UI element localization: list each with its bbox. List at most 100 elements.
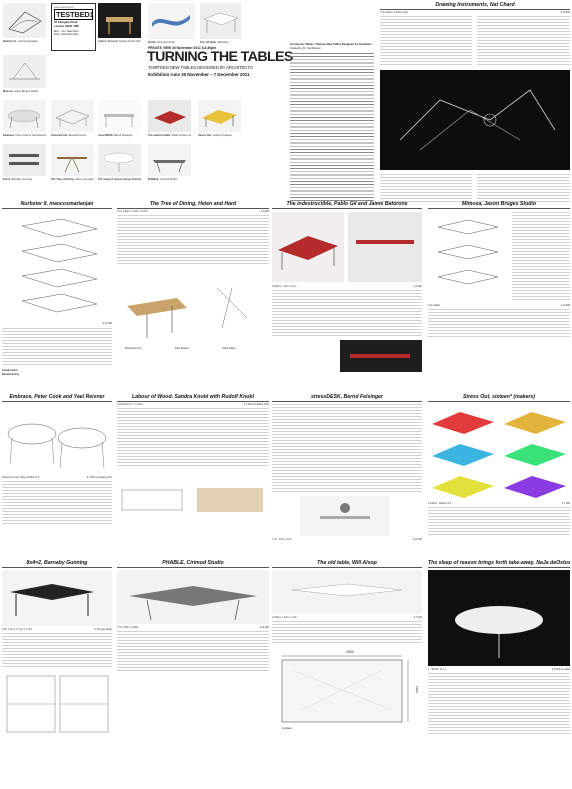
labour-text	[117, 408, 269, 466]
indestructible-title: The indestructible, Pablo Gil and Jaime …	[286, 201, 408, 207]
exhibition-dates: Exhibition runs 30 November – 7 December…	[148, 72, 250, 77]
old-table-dim-height: 1000	[415, 686, 419, 693]
phable-meta: 1 Nr: 1.60m x 0.96m	[117, 626, 139, 629]
section-rule	[272, 208, 422, 209]
embrace-line-drawing-icon	[7, 423, 107, 469]
tree-of-dining-title: The Tree of Dining, Helen and Hard	[149, 201, 237, 207]
section-rule	[2, 567, 112, 568]
nurbster-text	[2, 328, 112, 366]
section-rule	[428, 208, 570, 209]
mimosa-diagram	[428, 212, 508, 302]
barnaby-price: £ 720 (per table)	[94, 628, 112, 631]
nurbster-maker: Manufacturing:	[2, 373, 20, 376]
thumb-caption: Stress Out, sixteen*(makers)	[198, 134, 233, 137]
labour-price: £ 7,000 (excluding VAT)	[243, 403, 269, 406]
thumb-flutter	[148, 3, 195, 39]
take-away-table-photo-icon	[455, 606, 543, 658]
thumb-caption: Stressed Out, Bernard Ferrari	[51, 134, 87, 137]
stressdesk-meta: 1 Nr · 1.8m x 0.9m	[272, 538, 292, 541]
mimosa-exploded-diagram-icon	[437, 219, 499, 285]
sleep-of-reason-title: The sleep of reason brings forth take-aw…	[428, 560, 570, 566]
thumb-caption: stressDESK, Bernd Felsinger	[98, 134, 133, 137]
testbed-hours-2: Wed - Sat 10am-9pm	[54, 33, 79, 36]
old-table-plan	[272, 648, 422, 736]
thumb-caption: The Tree of Dining, Helen and Hard	[51, 178, 94, 181]
indestructible-photo-2	[348, 212, 422, 282]
stressdesk-price: £ 14,000	[412, 538, 422, 541]
section-rule	[428, 401, 570, 402]
drawing-meta: 1 Nr edition (1 Artist Copy)	[380, 11, 409, 14]
thumb-caption: Labour of wood, Sandra Knobl with Rudolf…	[98, 40, 141, 43]
intro-text-title: Turning the Tables: Thirteen New Tables …	[290, 43, 372, 46]
section-rule	[2, 208, 112, 209]
nurbster-sketch-icon	[8, 11, 42, 34]
drawing-text-left	[380, 16, 472, 66]
thumb-labour-of-wood	[98, 3, 141, 38]
thumb-caption: The indestructible, Pablo Gil and Jaime …	[148, 134, 191, 137]
section-rule	[117, 208, 269, 209]
labour-photos	[117, 470, 269, 530]
thumb-indestructible	[148, 100, 191, 132]
nurbster-price: £ 12,000	[102, 322, 112, 325]
stressdesk-title: stressDESK, Bernd Felsinger	[310, 394, 384, 400]
embrace-text	[2, 481, 112, 525]
thumb-sleep-of-reason	[98, 144, 141, 176]
exhibition-title: TURNING THE TABLES	[147, 49, 293, 65]
white-round-table-icon	[103, 152, 135, 172]
section-rule	[2, 401, 112, 402]
testbed-hours-1: Mon - Tue 10am-6pm	[54, 29, 79, 33]
indestructible-text	[272, 290, 422, 338]
private-view: PRIVATE VIEW 30 November 2011 6-9.30pm	[148, 46, 217, 50]
labour-meta: 1 Nr 60x43 cm · H 72cm	[117, 403, 143, 406]
stressdesk-text	[272, 404, 422, 494]
nurbster-sketch-sequence-icon	[21, 218, 98, 313]
old-table-plan-drawing-icon	[281, 655, 409, 723]
old-table-title: The old table, Will Alsop	[317, 560, 377, 566]
nurbster-title: Nurbster II, mancosmarianjan	[20, 201, 94, 207]
tree-price: £ 8,400	[261, 210, 269, 213]
stress-out-renders	[428, 404, 570, 500]
sleep-text	[428, 673, 570, 735]
testbed-address-1: 33 Parkgate Road	[54, 20, 78, 25]
thumb-mimosa	[3, 55, 46, 88]
tree-text	[117, 215, 269, 265]
barnaby-photo	[2, 570, 112, 626]
drawing-instrument-photo	[380, 70, 570, 170]
barnaby-text	[2, 633, 112, 669]
old-table-photo	[272, 570, 422, 614]
indestructible-photo-3	[340, 340, 422, 372]
intro-curator: Curated by Dr. Yael Reisner	[290, 47, 321, 50]
tree-label-1: Manufacturing	[125, 347, 142, 350]
thumb-tree-of-dining	[51, 144, 94, 176]
mimosa-legend	[512, 212, 570, 302]
section-rule	[428, 567, 570, 568]
old-table-text	[272, 621, 422, 645]
intro-text-block	[290, 53, 374, 203]
embrace-title: Embrace, Peter Cook and Yael Reisner	[9, 394, 105, 400]
nurbster-sketches	[2, 211, 112, 321]
indestructible-photo-1	[272, 212, 344, 282]
thumb-caption: The sleep of reason brings forth take-aw…	[98, 178, 141, 181]
wood-table-photo-icon	[106, 17, 133, 34]
desk-photo-icon	[104, 114, 134, 127]
thumb-stressed-out	[51, 100, 94, 132]
yellow-table-icon	[202, 110, 237, 127]
thumb-old-table	[200, 3, 241, 39]
old-table-dim-width: 2000	[346, 650, 354, 654]
stressdesk-photo	[300, 496, 390, 536]
child-at-desk-photo-icon	[320, 503, 370, 519]
tree-table-icon	[57, 157, 87, 173]
embrace-table-render-icon	[7, 109, 41, 129]
tree-sketch-icon	[127, 287, 248, 338]
thumb-phable	[148, 144, 191, 176]
exhibition-subtitle: THIRTEEN NEW TABLES DESIGNED BY ARCHITEC…	[148, 65, 253, 70]
red-table-icon	[154, 111, 186, 124]
stacked-tables-icon	[9, 154, 39, 165]
tree-label-2: Pale Walnut	[175, 347, 189, 350]
workshop-photo-icon	[350, 354, 410, 358]
embrace-meta: Dimensions (per table): Edition of 5	[2, 476, 40, 479]
phable-render	[117, 570, 269, 624]
section-rule	[117, 567, 269, 568]
sleep-of-reason-photo	[428, 570, 570, 666]
drawing-text-bottom-2	[477, 174, 570, 202]
